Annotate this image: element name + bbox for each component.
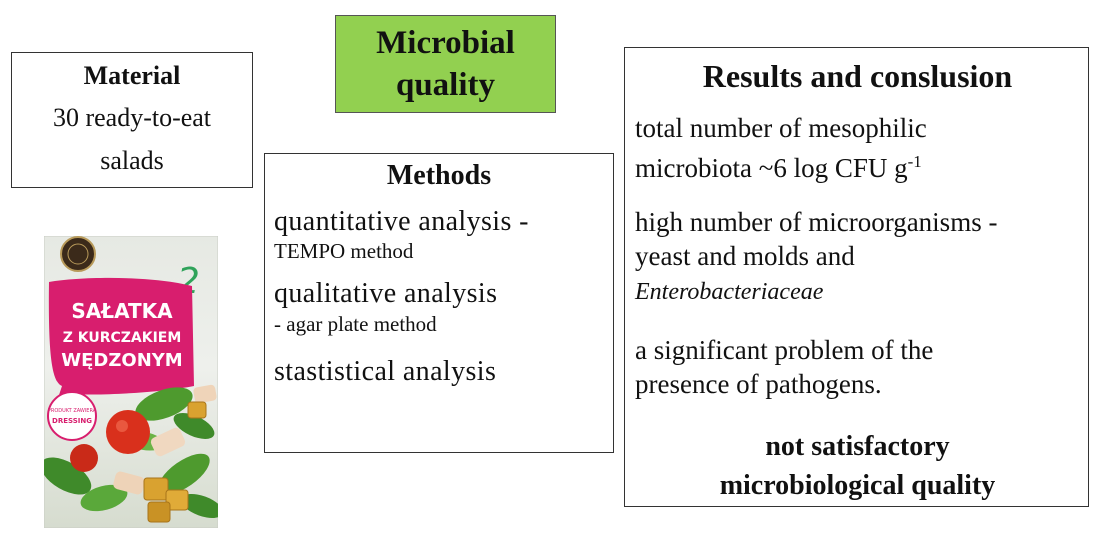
- salad-leaves: [44, 387, 218, 519]
- result-pathogens-line-2: presence of pathogens.: [635, 369, 882, 399]
- dressing-badge-line-1: PRODUKT ZAWIERA: [48, 408, 97, 414]
- material-heading: Material: [83, 61, 181, 90]
- dressing-badge: [47, 391, 97, 441]
- material-text-line-2: salads: [100, 146, 164, 175]
- package-name-line-2: Z KURCZAKIEM: [63, 330, 182, 346]
- package-name-line-3: WĘDZONYM: [61, 350, 182, 371]
- salad-tomatoes: [70, 410, 150, 472]
- result-pathogens: a significant problem of the presence of…: [635, 333, 1080, 401]
- methods-box: Methods quantitative analysis - TEMPO me…: [264, 153, 614, 453]
- salad-croutons: [143, 401, 207, 523]
- salad-package-image: 2 SAŁATKA Z KURCZAKIEM WĘDZONYM PRODUKT …: [44, 236, 218, 528]
- results-heading: Results and conslusion: [702, 58, 1013, 94]
- quality-seal-icon: [60, 236, 96, 272]
- conclusion-line-2: microbiological quality: [719, 470, 996, 501]
- result-pathogens-line-1: a significant problem of the: [635, 335, 934, 365]
- material-box: Material 30 ready-to-eat salads: [11, 52, 253, 188]
- package-label-shape: [48, 277, 195, 404]
- title-box: Microbial quality: [335, 15, 556, 113]
- results-box: Results and conslusion total number of m…: [624, 47, 1089, 507]
- methods-heading: Methods: [386, 160, 492, 191]
- method-qualitative-sub: - agar plate method: [274, 312, 437, 336]
- result-mesophilic-line-1: total number of mesophilic: [635, 113, 927, 143]
- result-microorganisms-line-2: yeast and molds and: [635, 241, 855, 271]
- method-quantitative-sub: TEMPO method: [274, 239, 414, 263]
- result-microorganisms-line-3: Enterobacteriaceae: [635, 279, 824, 305]
- result-mesophilic-superscript: -1: [907, 152, 922, 171]
- material-text-line-1: 30 ready-to-eat: [52, 103, 212, 132]
- method-statistical: stastistical analysis: [274, 356, 497, 387]
- result-microorganisms-line-1: high number of microorganisms -: [635, 207, 998, 237]
- result-mesophilic-line-2: microbiota ~6 log CFU g: [635, 153, 908, 183]
- conclusion-line-1: not satisfactory: [765, 431, 950, 462]
- result-mesophilic: total number of mesophilic microbiota ~6…: [635, 111, 1080, 185]
- method-qualitative: qualitative analysis: [274, 278, 498, 309]
- result-microorganisms: high number of microorganisms - yeast an…: [635, 205, 1080, 309]
- title-line-1: Microbial: [376, 25, 515, 61]
- package-name-line-1: SAŁATKA: [71, 299, 173, 323]
- salad-chicken: [113, 384, 217, 495]
- method-quantitative: quantitative analysis -: [274, 206, 529, 237]
- salad-package-illustration: 2 SAŁATKA Z KURCZAKIEM WĘDZONYM PRODUKT …: [44, 236, 218, 528]
- dressing-badge-line-2: DRESSING: [52, 417, 92, 425]
- title-line-2: quality: [395, 67, 496, 103]
